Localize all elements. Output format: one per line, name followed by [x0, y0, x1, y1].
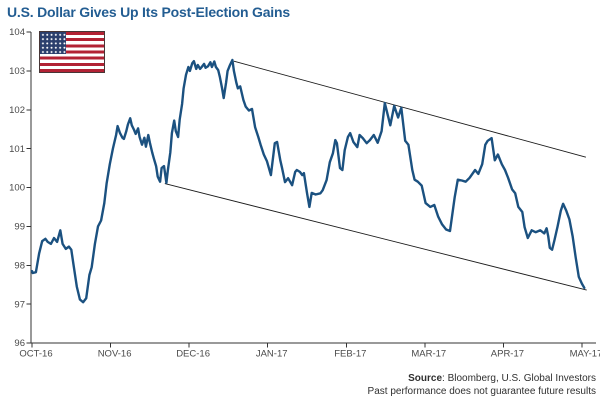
source-label: Source: [408, 373, 443, 384]
x-tick-label: MAR-17: [411, 349, 446, 360]
y-tick-label: 100: [9, 183, 25, 194]
upper-channel-line: [233, 60, 587, 158]
y-tick-label: 96: [14, 338, 25, 349]
disclaimer-line: Past performance does not guarantee futu…: [367, 385, 596, 397]
x-tick-label: JAN-17: [256, 349, 288, 360]
source-text: : Bloomberg, U.S. Global Investors: [442, 373, 596, 384]
source-line: Source: Bloomberg, U.S. Global Investors: [368, 373, 596, 386]
x-tick-label: FEB-17: [334, 349, 366, 360]
x-tick-label: OCT-16: [19, 349, 52, 360]
lower-channel-line: [164, 183, 587, 291]
y-tick-label: 101: [9, 144, 25, 155]
y-tick-label: 104: [9, 27, 25, 38]
y-tick-label: 103: [9, 66, 25, 77]
y-tick-label: 99: [14, 222, 25, 233]
us-flag-star-field: [40, 32, 66, 54]
y-tick-label: 97: [14, 299, 25, 310]
chart-footer: Source: Bloomberg, U.S. Global Investors…: [368, 373, 596, 398]
y-tick-label: 98: [14, 261, 25, 272]
x-tick-label: APR-17: [491, 349, 524, 360]
x-tick-label: MAY-17: [570, 349, 600, 360]
us-flag-image: [39, 31, 105, 73]
dollar-index-series-line: [30, 58, 586, 304]
x-tick-label: NOV-16: [98, 349, 132, 360]
x-tick-label: DEC-16: [176, 349, 210, 360]
y-tick-label: 102: [9, 105, 25, 116]
page-title: U.S. Dollar Gives Up Its Post-Election G…: [7, 4, 290, 20]
